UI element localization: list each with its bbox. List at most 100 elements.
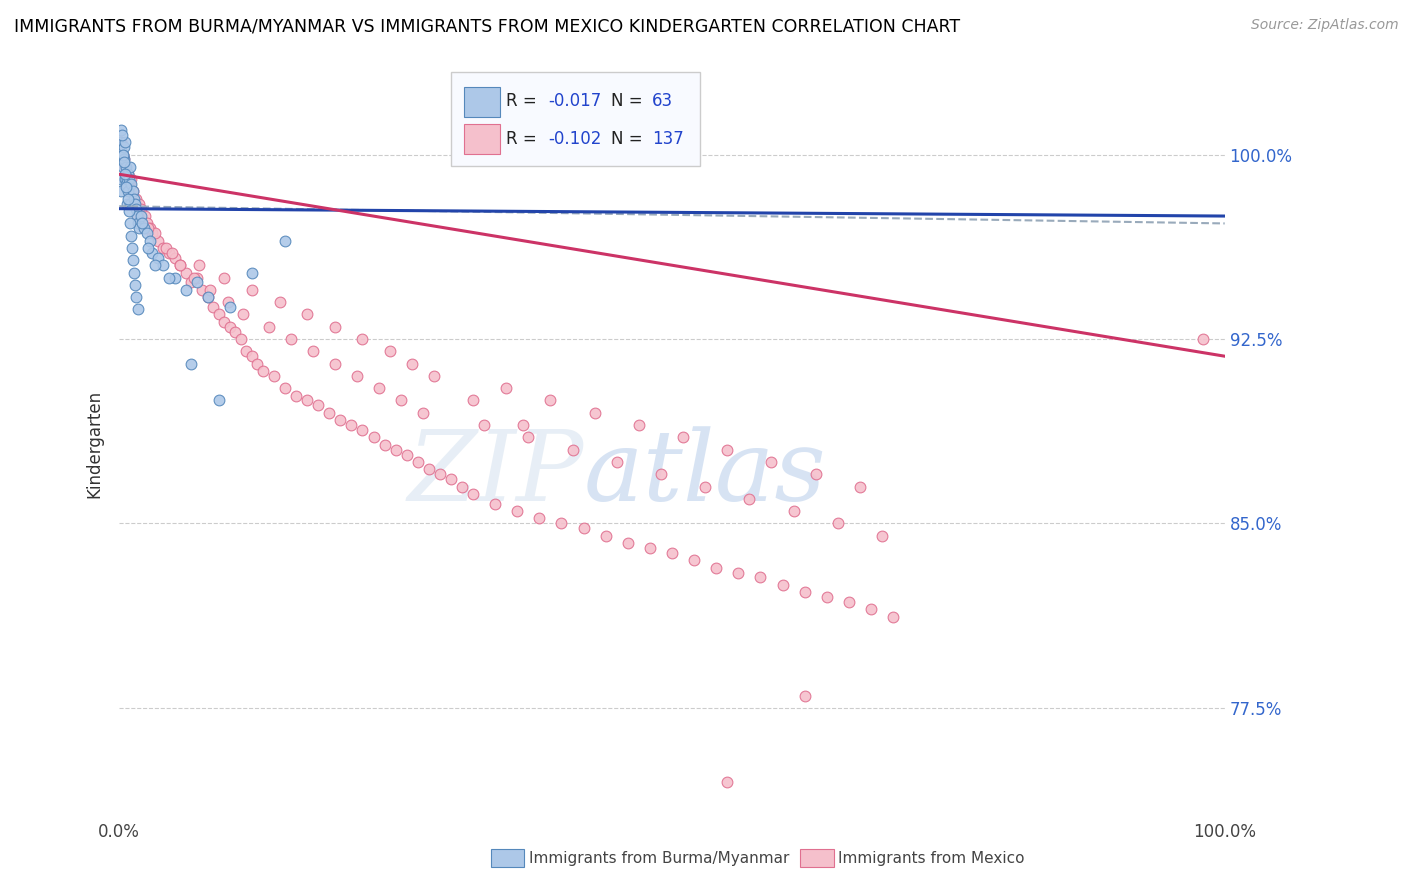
Point bbox=[139, 221, 162, 235]
Point bbox=[162, 246, 184, 260]
Point bbox=[110, 136, 132, 150]
Point bbox=[406, 455, 429, 469]
Point bbox=[749, 570, 772, 584]
Point bbox=[323, 319, 346, 334]
Point bbox=[538, 393, 561, 408]
Point bbox=[346, 368, 368, 383]
Point bbox=[112, 155, 135, 169]
Point bbox=[782, 504, 804, 518]
Point bbox=[117, 167, 139, 181]
Point bbox=[218, 300, 240, 314]
Point bbox=[115, 160, 138, 174]
Point bbox=[143, 258, 166, 272]
Point bbox=[128, 221, 150, 235]
Point bbox=[214, 270, 236, 285]
Point bbox=[235, 344, 257, 359]
Point bbox=[804, 467, 827, 482]
Point bbox=[240, 349, 263, 363]
Point bbox=[146, 234, 169, 248]
Point bbox=[423, 368, 446, 383]
Text: ZIP: ZIP bbox=[408, 425, 583, 521]
Point bbox=[224, 325, 246, 339]
Point bbox=[280, 332, 302, 346]
Point bbox=[650, 467, 672, 482]
Point bbox=[163, 270, 186, 285]
Point bbox=[363, 430, 385, 444]
Point bbox=[128, 196, 150, 211]
Point bbox=[131, 216, 153, 230]
Point bbox=[118, 172, 141, 186]
Point bbox=[155, 241, 177, 255]
Point bbox=[512, 418, 534, 433]
Point bbox=[269, 295, 291, 310]
Point bbox=[111, 160, 134, 174]
Point bbox=[661, 546, 683, 560]
Point bbox=[274, 234, 297, 248]
Point bbox=[141, 246, 163, 260]
Text: 63: 63 bbox=[652, 92, 673, 110]
Point bbox=[307, 398, 329, 412]
Point bbox=[240, 266, 263, 280]
Point bbox=[114, 172, 136, 186]
Point bbox=[793, 585, 815, 599]
FancyBboxPatch shape bbox=[464, 124, 499, 154]
Text: -0.017: -0.017 bbox=[548, 92, 602, 110]
Point bbox=[695, 479, 717, 493]
Point bbox=[111, 128, 134, 142]
Text: N =: N = bbox=[612, 92, 648, 110]
Point bbox=[114, 160, 136, 174]
Point bbox=[115, 172, 138, 186]
Point bbox=[472, 418, 495, 433]
Point bbox=[529, 511, 551, 525]
Point bbox=[461, 487, 484, 501]
Point bbox=[115, 196, 138, 211]
Point bbox=[135, 227, 157, 241]
Point bbox=[352, 332, 374, 346]
Point bbox=[115, 172, 138, 186]
Point bbox=[197, 290, 219, 304]
Point bbox=[163, 251, 186, 265]
Point bbox=[157, 246, 180, 260]
Point bbox=[143, 227, 166, 241]
Point bbox=[638, 541, 661, 555]
Point bbox=[183, 270, 205, 285]
Point bbox=[112, 153, 135, 167]
Point bbox=[340, 418, 363, 433]
Text: R =: R = bbox=[506, 92, 543, 110]
Point bbox=[180, 276, 202, 290]
Point bbox=[197, 290, 219, 304]
Text: Source: ZipAtlas.com: Source: ZipAtlas.com bbox=[1251, 18, 1399, 32]
Point bbox=[131, 202, 153, 216]
Point bbox=[121, 185, 143, 199]
Point bbox=[429, 467, 451, 482]
Point bbox=[727, 566, 749, 580]
Point bbox=[240, 283, 263, 297]
Point bbox=[761, 455, 783, 469]
Point bbox=[132, 221, 155, 235]
Point bbox=[1191, 332, 1213, 346]
Point bbox=[793, 689, 815, 703]
Point bbox=[495, 381, 517, 395]
Point bbox=[323, 357, 346, 371]
Point bbox=[112, 153, 135, 167]
Point bbox=[295, 393, 318, 408]
Point bbox=[132, 221, 155, 235]
Point bbox=[252, 364, 274, 378]
Point bbox=[114, 167, 136, 181]
Point bbox=[120, 172, 142, 186]
Point bbox=[274, 381, 297, 395]
Point bbox=[572, 521, 595, 535]
Point bbox=[295, 307, 318, 321]
Point bbox=[122, 266, 145, 280]
Point bbox=[117, 192, 139, 206]
Point bbox=[395, 448, 418, 462]
Point bbox=[418, 462, 440, 476]
Point bbox=[110, 136, 132, 150]
Point bbox=[136, 241, 159, 255]
Point bbox=[114, 136, 136, 150]
Point bbox=[121, 241, 143, 255]
Point bbox=[180, 357, 202, 371]
Point bbox=[139, 234, 162, 248]
Point bbox=[110, 185, 132, 199]
Point bbox=[115, 177, 138, 191]
